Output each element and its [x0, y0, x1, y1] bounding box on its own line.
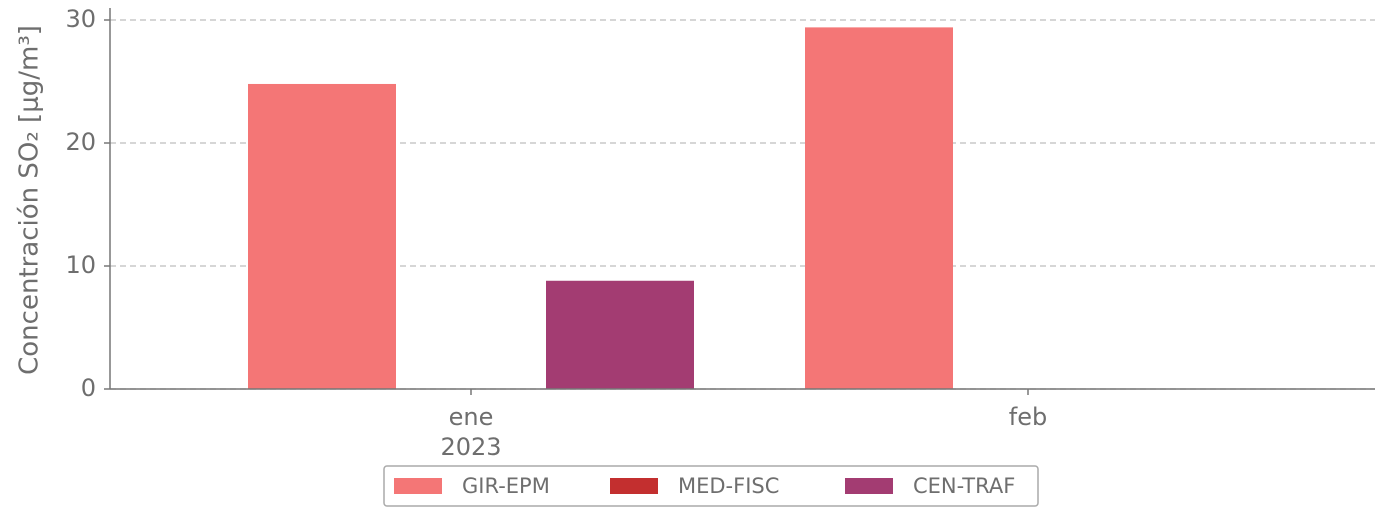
x-year-label: 2023 [440, 433, 501, 461]
legend-label: GIR-EPM [462, 474, 550, 498]
y-tick-label: 0 [81, 374, 96, 402]
bar [248, 83, 396, 390]
x-tick-label: ene [449, 403, 494, 431]
legend-swatch [845, 478, 893, 494]
legend-label: CEN-TRAF [913, 474, 1015, 498]
bar [805, 27, 953, 389]
legend-swatch [394, 478, 442, 494]
y-axis-label: Concentración SO₂ [μg/m³] [15, 25, 45, 375]
legend-label: MED-FISC [678, 474, 779, 498]
y-tick-label: 30 [65, 5, 96, 33]
y-tick-label: 20 [65, 128, 96, 156]
x-tick-label: feb [1009, 403, 1047, 431]
legend-box [383, 465, 1039, 507]
y-tick-label: 10 [65, 251, 96, 279]
legend-swatch [610, 478, 658, 494]
bar [546, 280, 694, 389]
